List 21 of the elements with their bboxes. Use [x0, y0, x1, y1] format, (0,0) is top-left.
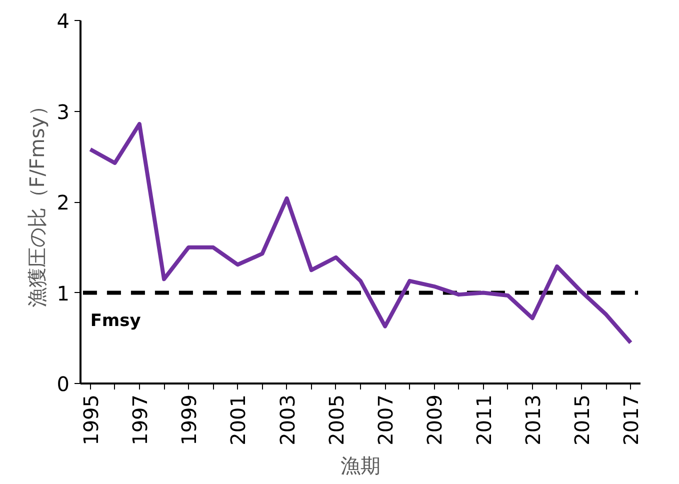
x-tick-label: 1995 [78, 394, 103, 446]
y-tick-label: 3 [56, 100, 70, 124]
x-tick-label: 2011 [472, 394, 496, 446]
x-tick-label: 1997 [128, 394, 152, 446]
y-tick-label: 4 [56, 9, 70, 33]
x-tick-label: 1999 [177, 394, 202, 446]
y-tick-label: 0 [56, 372, 70, 396]
x-tick-label: 2015 [570, 394, 594, 446]
x-tick-label: 2007 [374, 394, 398, 446]
x-tick-label: 2017 [619, 394, 644, 446]
x-tick-label: 2001 [226, 394, 250, 446]
y-axis-title: 漁獲圧の比（F/Fmsy） [24, 96, 49, 308]
y-tick-label: 1 [56, 281, 70, 306]
x-tick-label: 2009 [422, 394, 447, 446]
x-axis-title: 漁期 [340, 453, 380, 478]
x-tick-label: 2013 [520, 394, 545, 446]
y-tick-label: 2 [56, 190, 70, 214]
ref-line-label: Fmsy [90, 310, 141, 331]
x-tick-label: 2003 [275, 394, 300, 446]
x-tick-label: 2005 [324, 394, 348, 446]
line-series [88, 122, 633, 345]
